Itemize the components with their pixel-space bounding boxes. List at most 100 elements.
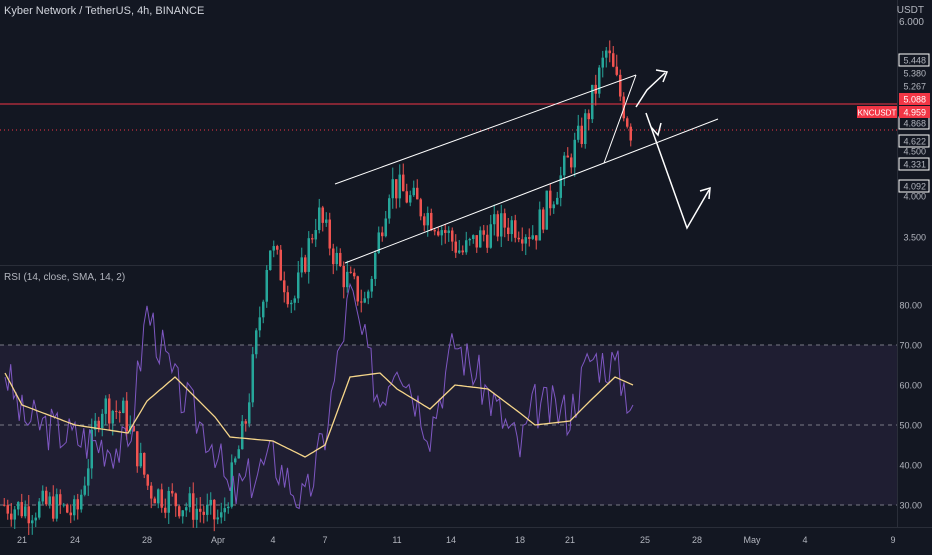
candle-body — [430, 212, 433, 231]
current-price-label[interactable]: 5.088 — [903, 95, 926, 105]
candle-body — [619, 74, 622, 97]
time-axis-label[interactable]: 4 — [270, 535, 275, 545]
wedge-line[interactable] — [603, 74, 637, 164]
candle-body — [591, 84, 594, 120]
time-axis-label[interactable]: 7 — [322, 535, 327, 545]
arrow-up-path[interactable] — [635, 72, 666, 108]
price-scale-label[interactable]: 4.500 — [903, 147, 926, 157]
candle-body — [549, 190, 552, 209]
candle-body — [524, 237, 527, 244]
rsi-scale-label[interactable]: 60.00 — [899, 381, 922, 391]
candle-body — [472, 235, 475, 240]
secondary-price-label[interactable]: 4.959 — [903, 108, 926, 118]
candle-body — [356, 276, 359, 302]
candle-body — [580, 125, 583, 144]
rsi-scale-label[interactable]: 40.00 — [899, 461, 922, 471]
candle-body — [199, 508, 202, 512]
price-scale-label[interactable]: 4.331 — [903, 160, 926, 170]
time-axis-label[interactable]: 28 — [692, 535, 702, 545]
candle-body — [626, 118, 629, 127]
candle-body — [20, 502, 23, 517]
arrow-down-up-head[interactable] — [699, 186, 711, 200]
time-axis-label[interactable]: Apr — [211, 535, 225, 545]
price-scale-label[interactable]: 5.448 — [903, 56, 926, 66]
candle-body — [370, 278, 373, 292]
candle-body — [220, 512, 223, 518]
symbol-title[interactable]: Kyber Network / TetherUS, 4h, BINANCE — [4, 5, 205, 17]
price-scale-label[interactable]: 5.267 — [903, 82, 926, 92]
channel-upper-line[interactable] — [334, 74, 637, 185]
candle-body — [423, 216, 426, 226]
time-axis-label[interactable]: 21 — [565, 535, 575, 545]
candle-body — [209, 499, 212, 505]
candle-body — [486, 234, 489, 248]
price-scale-label[interactable]: 3.500 — [903, 233, 926, 243]
candle-body — [325, 219, 328, 223]
price-scale-label[interactable]: 5.380 — [903, 69, 926, 79]
candle-body — [195, 508, 198, 520]
candle-body — [87, 468, 90, 486]
candle-body — [405, 191, 408, 203]
candle-body — [139, 452, 142, 467]
time-axis-label[interactable]: 11 — [392, 535, 401, 545]
time-axis-label[interactable]: 14 — [446, 535, 456, 545]
arrow-small-up-head[interactable] — [650, 122, 662, 137]
time-axis-label[interactable]: 21 — [17, 535, 27, 545]
ticker-tag-label[interactable]: KNCUSDT — [858, 109, 897, 118]
candle-body — [227, 506, 230, 509]
candle-body — [479, 230, 482, 248]
time-axis[interactable]: 21 24 28 Apr 4 7 11 14 18 21 25 28 May 4 9 — [17, 535, 896, 545]
candle-body — [398, 174, 401, 199]
time-axis-label[interactable]: 4 — [802, 535, 807, 545]
candle-body — [241, 421, 244, 450]
candle-body — [349, 271, 352, 273]
rsi-scale-label[interactable]: 50.00 — [899, 421, 922, 431]
candle-body — [426, 212, 429, 226]
candle-body — [605, 50, 608, 58]
rsi-scale-label[interactable]: 80.00 — [899, 301, 922, 311]
candle-body — [528, 237, 531, 239]
candle-body — [531, 235, 534, 239]
candle-body — [122, 400, 125, 413]
candle-body — [556, 197, 559, 205]
time-axis-label[interactable]: 24 — [70, 535, 80, 545]
candle-body — [94, 420, 97, 430]
candle-body — [283, 280, 286, 293]
rsi-scale-label[interactable]: 30.00 — [899, 501, 922, 511]
candle-body — [314, 230, 317, 240]
time-axis-label[interactable]: May — [743, 535, 761, 545]
candle-body — [293, 298, 296, 303]
price-scale-label[interactable]: 4.622 — [903, 137, 926, 147]
time-axis-label[interactable]: 9 — [890, 535, 895, 545]
arrow-up-head[interactable] — [655, 69, 669, 83]
candle-body — [174, 493, 177, 507]
price-scale-label[interactable]: 4.000 — [903, 192, 926, 202]
secondary-price-badge — [899, 106, 930, 118]
candle-body — [440, 230, 443, 236]
candle-body — [374, 252, 377, 279]
time-axis-label[interactable]: 25 — [640, 535, 650, 545]
price-top-value: 6.000 — [898, 17, 924, 28]
candle-body — [101, 413, 104, 429]
ticker-tag-badge — [857, 106, 897, 118]
candle-body — [465, 240, 468, 253]
rsi-scale-label[interactable]: 70.00 — [899, 341, 922, 351]
candle-body — [66, 504, 69, 513]
rsi-indicator-title[interactable]: RSI (14, close, SMA, 14, 2) — [4, 272, 126, 283]
price-scale-label[interactable]: 4.868 — [903, 119, 926, 129]
time-axis-label[interactable]: 28 — [142, 535, 152, 545]
candle-body — [384, 218, 387, 237]
candle-body — [563, 155, 566, 176]
candle-body — [416, 187, 419, 200]
candle-body — [206, 504, 209, 515]
drawings-group[interactable] — [0, 69, 897, 264]
arrow-down-up-path[interactable] — [645, 112, 710, 230]
rsi-scale[interactable]: 80.00 70.00 60.00 50.00 40.00 30.00 — [899, 301, 922, 511]
price-scale-label[interactable]: 4.092 — [903, 182, 926, 192]
channel-lower-line[interactable] — [344, 118, 719, 264]
time-axis-label[interactable]: 18 — [515, 535, 525, 545]
candle-body — [311, 238, 314, 240]
candle-body — [111, 410, 114, 424]
